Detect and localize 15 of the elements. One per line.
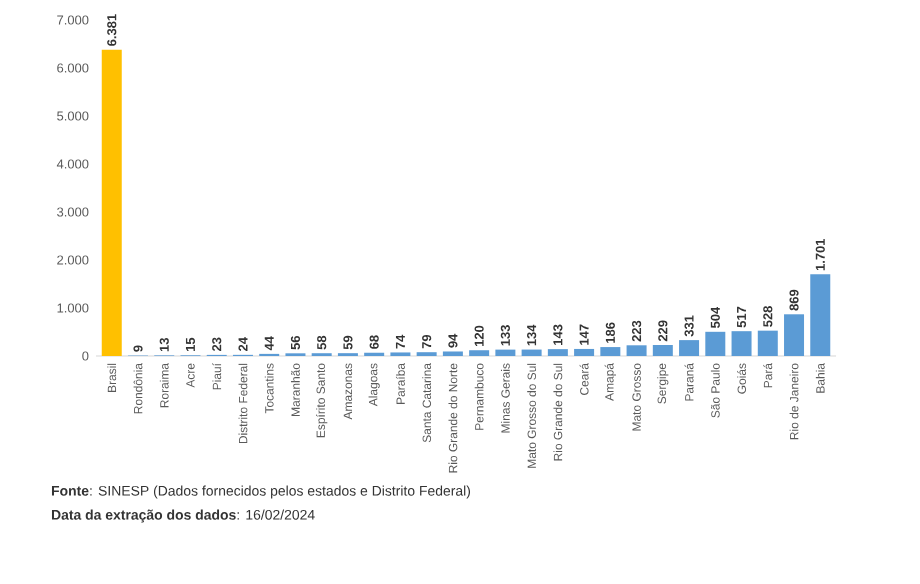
bar [495, 349, 516, 356]
bar [626, 345, 647, 356]
bar [101, 49, 122, 356]
bar [731, 331, 752, 356]
bar [469, 350, 490, 356]
bar [810, 274, 831, 356]
bar [521, 349, 542, 356]
bar [757, 330, 778, 356]
bar [705, 331, 726, 356]
bar [652, 345, 673, 356]
bar [600, 347, 621, 356]
bar [679, 340, 700, 356]
bar [574, 348, 595, 356]
bar [784, 314, 805, 356]
bar [547, 349, 568, 356]
